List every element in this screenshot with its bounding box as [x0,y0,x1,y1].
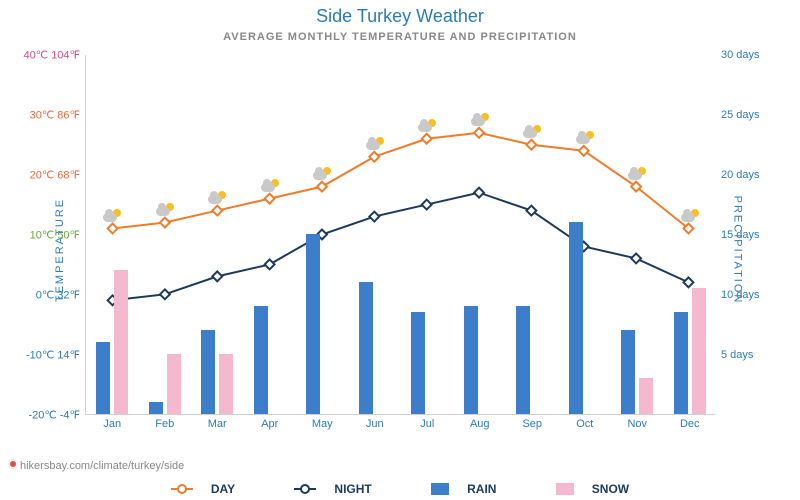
right-tick: 15 days [715,229,760,241]
month-tick: Dec [680,414,700,430]
legend: DAY NIGHT RAIN SNOW [0,481,800,496]
month-tick: Oct [576,414,593,430]
weather-icon [101,209,123,225]
map-pin-icon [8,459,18,469]
rain-bar [516,306,530,414]
weather-icon [364,137,386,153]
rain-bar [306,234,320,414]
legend-night: NIGHT [280,481,385,495]
chart-title: Side Turkey Weather [0,0,800,27]
weather-icon [521,125,543,141]
weather-icon [206,191,228,207]
rain-bar [411,312,425,414]
rain-bar [674,312,688,414]
rain-bar [569,222,583,414]
right-tick: 5 days [715,349,753,361]
month-tick: Jan [103,414,121,430]
legend-day: DAY [157,481,249,495]
month-tick: Feb [155,414,174,430]
snow-bar [639,378,653,414]
month-tick: Jul [420,414,434,430]
weather-icon [679,209,701,225]
left-axis-label: TEMPERATURE [54,198,66,302]
weather-icon [311,167,333,183]
left-tick: 20℃ 68℉ [30,169,86,182]
weather-icon [259,179,281,195]
source-url: hikersbay.com/climate/turkey/side [20,460,184,472]
left-tick: 10℃ 50℉ [30,229,86,242]
weather-icon [574,131,596,147]
left-tick: 40℃ 104℉ [24,49,86,62]
legend-rain: RAIN [417,481,510,495]
plot-area: -20℃ -4℉-10℃ 14℉0℃ 32℉10℃ 50℉20℃ 68℉30℃ … [85,55,715,415]
weather-icon [416,119,438,135]
month-tick: Mar [208,414,227,430]
rain-bar [149,402,163,414]
month-tick: Nov [627,414,647,430]
month-tick: Sep [522,414,542,430]
source-footer: hikersbay.com/climate/turkey/side [8,459,184,472]
snow-bar [114,270,128,414]
rain-bar [464,306,478,414]
right-tick: 25 days [715,109,760,121]
weather-chart-container: Side Turkey Weather AVERAGE MONTHLY TEMP… [0,0,800,500]
snow-bar [219,354,233,414]
month-tick: May [312,414,333,430]
snow-bar [692,288,706,414]
legend-snow: SNOW [542,481,643,495]
left-tick: -20℃ -4℉ [28,409,86,422]
rain-bar [359,282,373,414]
snow-bar [167,354,181,414]
left-tick: -10℃ 14℉ [26,349,86,362]
rain-bar [621,330,635,414]
month-tick: Jun [366,414,384,430]
right-tick: 30 days [715,49,760,61]
rain-bar [96,342,110,414]
weather-icon [154,203,176,219]
month-tick: Aug [470,414,490,430]
rain-bar [254,306,268,414]
left-tick: 30℃ 86℉ [30,109,86,122]
weather-icon [626,167,648,183]
left-tick: 0℃ 32℉ [36,289,86,302]
chart-subtitle: AVERAGE MONTHLY TEMPERATURE AND PRECIPIT… [0,27,800,43]
weather-icon [469,113,491,129]
month-tick: Apr [261,414,278,430]
right-tick: 20 days [715,169,760,181]
right-tick: 10 days [715,289,760,301]
rain-bar [201,330,215,414]
